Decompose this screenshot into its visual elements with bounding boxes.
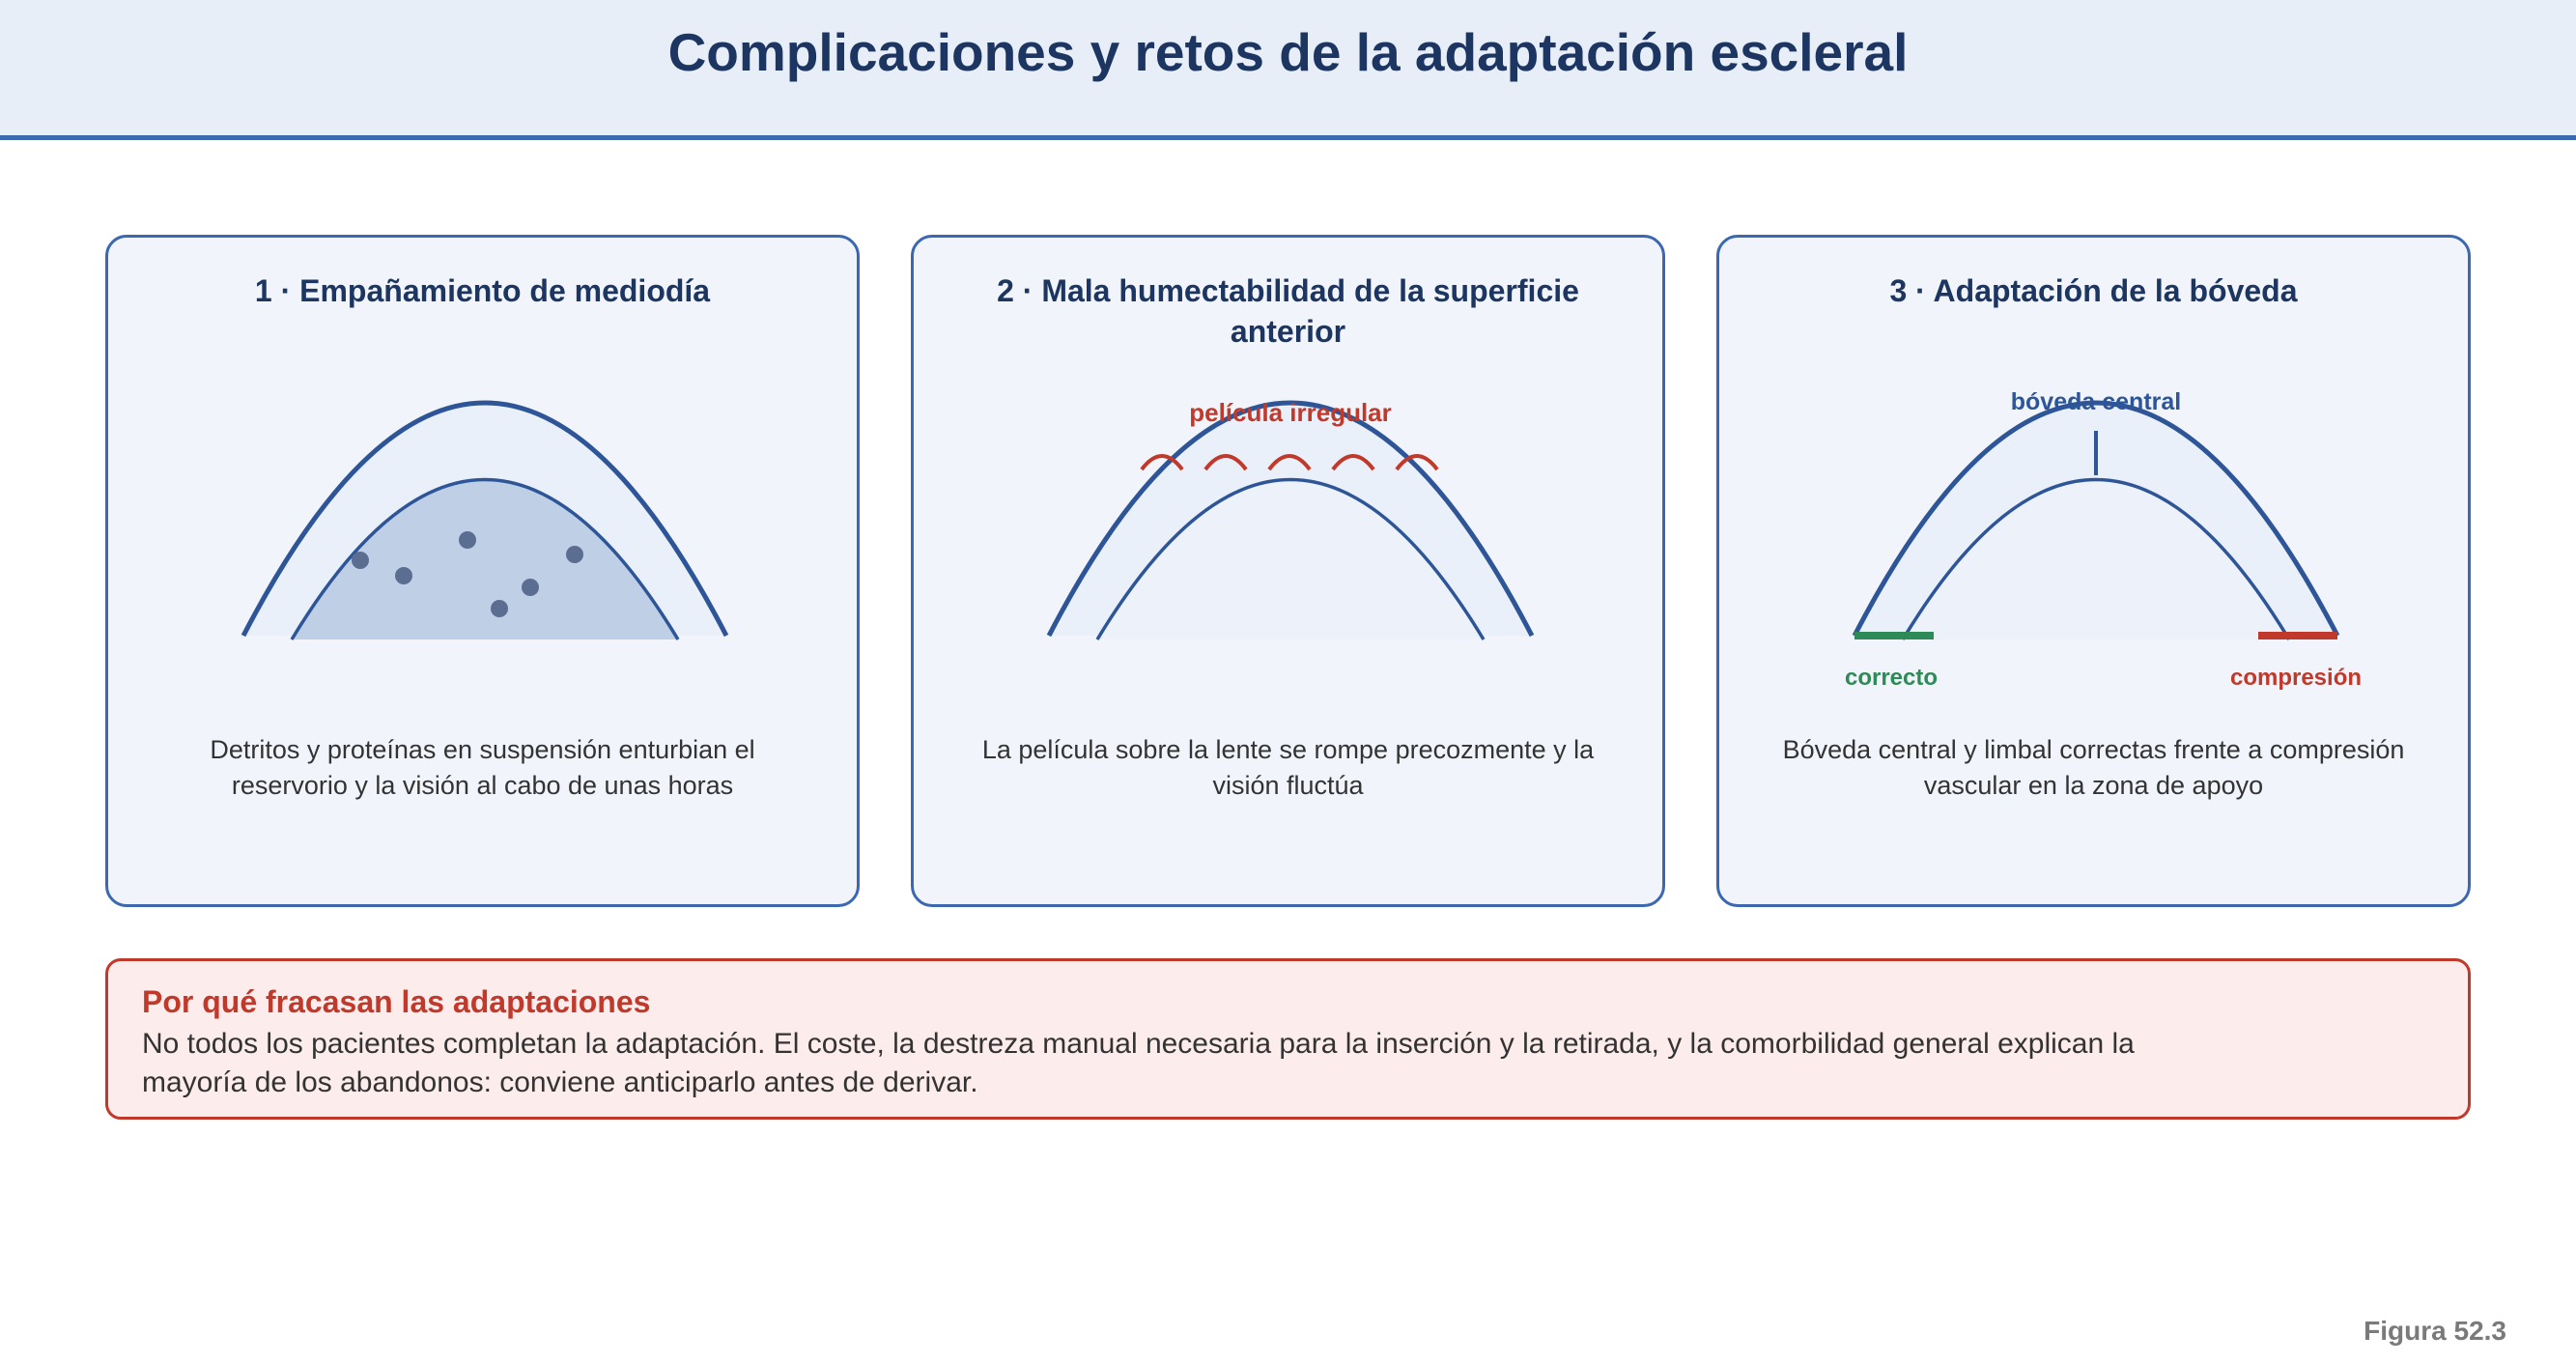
debris-dot xyxy=(459,531,476,549)
debris-dot xyxy=(395,567,412,584)
warning-text: No todos los pacientes completan la adap… xyxy=(142,1028,2135,1098)
lens-outer-arc xyxy=(241,400,729,638)
label-irregular-film: película irregular xyxy=(1189,398,1392,427)
lens-outer-arc xyxy=(1852,400,2340,638)
lens-inner-arc xyxy=(1095,477,1486,640)
film-wave xyxy=(1140,454,1184,471)
warning-title: Por qué fracasan las adaptaciones xyxy=(142,984,651,1019)
lens-inner-arc xyxy=(290,477,680,640)
panel-poor-wettability: 2 · Mala humectabilidad de la superficie… xyxy=(911,235,1665,907)
lens-outer-arc xyxy=(1046,400,1535,638)
debris-dot xyxy=(491,600,508,617)
irregular-film-waves xyxy=(1140,454,1439,471)
panel-description: La película sobre la lente se rompe prec… xyxy=(981,735,1595,800)
panel-title: 3 · Adaptación de la bóveda xyxy=(1889,273,2298,308)
fogging-illustration xyxy=(241,400,729,640)
wettability-illustration: película irregular xyxy=(1046,398,1535,640)
panel-title: 1 · Empañamiento de mediodía xyxy=(254,273,711,308)
film-wave xyxy=(1331,454,1375,471)
debris-dot xyxy=(566,546,583,563)
film-wave xyxy=(1267,454,1312,471)
label-correct: correcto xyxy=(1845,665,1938,691)
panel-title: 2 · Mala humectabilidad de la superficie… xyxy=(997,273,1579,349)
warning-box: Por qué fracasan las adaptaciones No tod… xyxy=(105,958,2471,1120)
label-compression: compresión xyxy=(2230,665,2362,691)
lens-inner-arc xyxy=(1901,477,2291,640)
header-bar: Complicaciones y retos de la adaptación … xyxy=(0,0,2576,140)
debris-dot xyxy=(352,552,369,569)
label-central-vault: bóveda central xyxy=(2011,388,2181,415)
page-title: Complicaciones y retos de la adaptación … xyxy=(667,22,1909,82)
film-wave xyxy=(1203,454,1248,471)
film-wave xyxy=(1395,454,1439,471)
vault-illustration: bóveda central correcto compresión xyxy=(1845,388,2362,691)
panel-description: Bóveda central y limbal correctas frente… xyxy=(1782,735,2405,800)
panel-vault-fit: 3 · Adaptación de la bóveda bóveda centr… xyxy=(1716,235,2471,907)
panel-midday-fogging: 1 · Empañamiento de mediodía Detritos y … xyxy=(105,235,860,907)
panel-description: Detritos y proteínas en suspensión entur… xyxy=(210,735,755,800)
debris-dot xyxy=(522,579,539,596)
figure-label: Figura 52.3 xyxy=(2364,1316,2506,1346)
